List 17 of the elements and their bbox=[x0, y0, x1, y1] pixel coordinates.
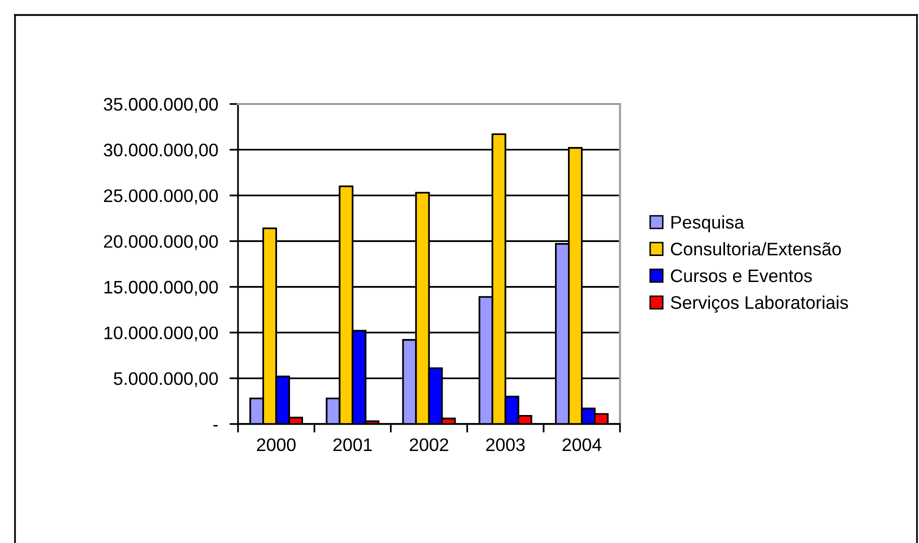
legend-label: Pesquisa bbox=[671, 215, 744, 232]
y-tick-label: 20.000.000,00 bbox=[104, 235, 218, 250]
y-tick-label: 30.000.000,00 bbox=[104, 144, 218, 159]
y-tick-label: 25.000.000,00 bbox=[104, 189, 218, 204]
x-tick-label: 2004 bbox=[562, 438, 602, 452]
legend-label: Cursos e Eventos bbox=[670, 269, 812, 282]
x-tick-label: 2001 bbox=[333, 438, 372, 452]
legend-label: Serviços Laboratoriais bbox=[670, 296, 848, 313]
y-tick-label: 35.000.000,00 bbox=[104, 98, 218, 113]
y-tick-label: 5.000.000,00 bbox=[114, 372, 218, 388]
legend-label: Consultoria/Extensão bbox=[670, 242, 841, 256]
y-tick-label: - bbox=[213, 425, 218, 426]
x-tick-label: 2003 bbox=[486, 438, 525, 452]
y-tick-label: 15.000.000,00 bbox=[104, 280, 218, 296]
x-tick-label: 2002 bbox=[410, 438, 448, 452]
x-tick-label: 2000 bbox=[257, 438, 296, 452]
y-tick-label: 10.000.000,00 bbox=[104, 326, 218, 342]
